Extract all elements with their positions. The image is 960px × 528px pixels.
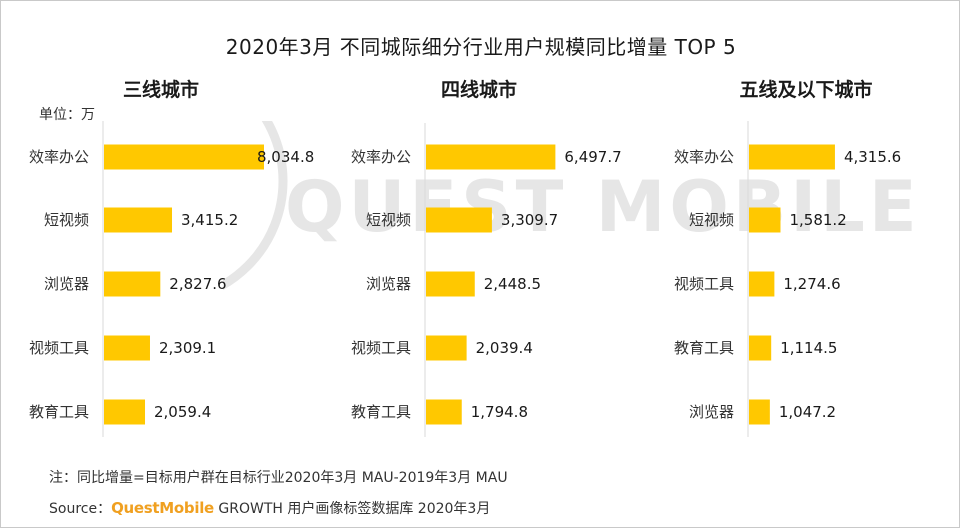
value-label-tier5-1: 1,581.2 [789, 211, 846, 229]
value-label-tier3-1: 3,415.2 [181, 211, 238, 229]
bar-tier5-0 [749, 144, 835, 170]
bar-tier4-1 [426, 207, 492, 233]
value-label-tier3-2: 2,827.6 [169, 275, 226, 293]
bar-charts: 效率办公 8,034.8 短视频 3,415.2 浏览器 2,827.6 视频工具 2,309… [29, 121, 901, 437]
bar-tier5-4 [749, 399, 770, 425]
bar-tier4-2 [426, 271, 475, 297]
source-brand: QuestMobile [111, 499, 214, 517]
category-label-tier4-4: 教育工具 [351, 403, 411, 421]
panel-title-tier5: 五线及以下城市 [739, 79, 873, 101]
value-label-tier4-3: 2,039.4 [476, 339, 533, 357]
footnote: 注：同比增量=目标用户群在目标行业2020年3月 MAU-2019年3月 MAU [49, 470, 508, 486]
category-label-tier5-2: 视频工具 [674, 275, 734, 293]
value-label-tier4-1: 3,309.7 [501, 211, 558, 229]
value-label-tier5-0: 4,315.6 [844, 148, 901, 166]
source-text: GROWTH 用户画像标签数据库 2020年3月 [218, 501, 491, 517]
value-label-tier5-3: 1,114.5 [780, 339, 837, 357]
value-label-tier3-0: 8,034.8 [257, 148, 314, 166]
category-label-tier3-2: 浏览器 [44, 275, 89, 293]
bar-tier5-2 [749, 271, 775, 297]
value-label-tier3-3: 2,309.1 [159, 339, 216, 357]
category-label-tier3-1: 短视频 [44, 211, 89, 229]
chart-title: 2020年3月 不同城际细分行业用户规模同比增量 TOP 5 [225, 35, 737, 59]
category-label-tier5-0: 效率办公 [674, 148, 734, 166]
bar-tier4-4 [426, 399, 462, 425]
category-label-tier5-4: 浏览器 [689, 403, 734, 421]
bar-tier4-3 [426, 335, 467, 361]
panel-title-tier3: 三线城市 [122, 79, 199, 101]
bar-tier3-2 [104, 271, 161, 297]
unit-label: 单位：万 [39, 107, 95, 123]
category-label-tier3-4: 教育工具 [29, 403, 89, 421]
panel-title-tier4: 四线城市 [440, 79, 517, 101]
source-prefix: Source： [49, 501, 112, 517]
bar-tier3-4 [104, 399, 146, 425]
category-label-tier4-3: 视频工具 [351, 339, 411, 357]
category-label-tier5-3: 教育工具 [674, 339, 734, 357]
bar-tier5-1 [749, 207, 781, 233]
bar-tier5-3 [749, 335, 772, 361]
category-label-tier4-0: 效率办公 [351, 148, 411, 166]
category-label-tier4-1: 短视频 [366, 211, 411, 229]
bar-tier3-0 [104, 144, 264, 170]
source-line: Source：QuestMobile GROWTH 用户画像标签数据库 2020… [49, 498, 490, 518]
category-label-tier3-3: 视频工具 [29, 339, 89, 357]
value-label-tier4-0: 6,497.7 [564, 148, 621, 166]
value-label-tier5-4: 1,047.2 [779, 403, 836, 421]
value-label-tier4-4: 1,794.8 [471, 403, 528, 421]
value-label-tier5-2: 1,274.6 [783, 275, 840, 293]
bar-tier3-1 [104, 207, 173, 233]
value-label-tier3-4: 2,059.4 [154, 403, 211, 421]
category-label-tier5-1: 短视频 [689, 211, 734, 229]
bar-tier3-3 [104, 335, 150, 361]
bar-tier4-0 [426, 144, 556, 170]
category-label-tier4-2: 浏览器 [366, 275, 411, 293]
category-label-tier3-0: 效率办公 [29, 148, 89, 166]
value-label-tier4-2: 2,448.5 [484, 275, 541, 293]
